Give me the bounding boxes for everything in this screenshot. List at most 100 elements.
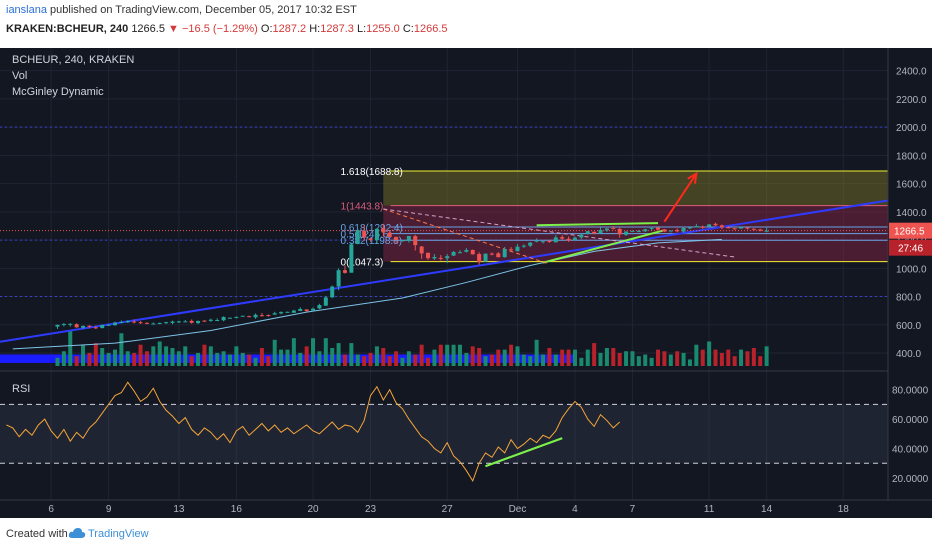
candle-body	[170, 321, 175, 323]
volume-bar	[662, 351, 667, 366]
price-tick-label: 400.0	[896, 349, 921, 360]
candle-body	[272, 313, 277, 315]
target-arrow-head	[687, 171, 698, 184]
volume-bar	[764, 346, 769, 366]
volume-bar	[521, 354, 526, 366]
candle-body	[362, 231, 367, 238]
volume-bar	[144, 351, 149, 366]
time-tick-label: 4	[572, 504, 578, 515]
tradingview-brand-link[interactable]: TradingView	[88, 528, 149, 540]
time-tick-label: 27	[442, 504, 454, 515]
author-link[interactable]: ianslana	[6, 4, 47, 16]
volume-bar	[100, 348, 105, 366]
volume-bar	[311, 338, 316, 366]
candle-body	[291, 310, 296, 313]
candle-body	[279, 312, 284, 314]
candle-body	[713, 223, 718, 226]
candle-body	[687, 227, 692, 229]
candle-body	[611, 228, 616, 230]
chart-axes: 2400.02200.02000.01800.01600.01400.01200…	[0, 48, 932, 518]
candle-body	[502, 249, 507, 258]
candle-body	[176, 321, 181, 323]
fib-level-label: 1.618(1688.8)	[341, 167, 403, 178]
candle-body	[707, 224, 712, 227]
candle-body	[406, 235, 411, 241]
volume-bar	[745, 351, 750, 366]
volume-bar	[394, 351, 399, 366]
volume-bar	[138, 344, 143, 366]
candle-body	[374, 228, 379, 241]
volume-bar	[406, 351, 411, 366]
candle-body	[566, 238, 571, 241]
volume-bar	[362, 356, 367, 366]
candle-body	[598, 229, 603, 234]
rsi-label: RSI	[12, 383, 30, 395]
volume-bar	[368, 352, 373, 366]
volume-bar	[713, 349, 718, 366]
volume-bar	[649, 357, 654, 366]
volume-bar	[566, 349, 571, 366]
time-tick-label: 6	[48, 504, 54, 515]
created-with-text: Created with	[6, 528, 68, 540]
volume-bar	[298, 352, 303, 366]
volume-bar	[496, 349, 501, 366]
candle-body	[432, 257, 437, 259]
candle-body	[61, 323, 66, 325]
candle-body	[215, 320, 220, 322]
price-change: −16.5 (−1.29%)	[181, 23, 258, 35]
candle-body	[739, 227, 744, 229]
volume-bar	[547, 348, 552, 366]
volume-bar	[349, 343, 354, 366]
volume-bar	[502, 349, 507, 366]
candle-body	[342, 270, 347, 273]
candle-body	[534, 240, 539, 242]
candle-body	[547, 240, 552, 242]
volume-bar	[477, 348, 482, 366]
volume-bar	[125, 351, 130, 366]
volume-bar	[419, 344, 424, 366]
green-rsi-top	[485, 437, 563, 468]
volume-bar	[259, 348, 264, 366]
time-tick-label: 11	[704, 504, 715, 515]
candle-body	[253, 314, 258, 318]
candle-body	[764, 230, 769, 232]
volume-bar	[719, 352, 724, 366]
legend-mcginley: McGinley Dynamic	[12, 86, 104, 98]
volume-bar	[560, 349, 565, 366]
candle-body	[323, 297, 328, 306]
candle-body	[93, 327, 98, 329]
volume-bar	[572, 349, 577, 366]
price-chart[interactable]: 1.618(1688.8)1(1443.8)0.618(1292.4)0.5(1…	[0, 48, 932, 518]
mcginley-dynamic	[12, 238, 722, 350]
volume-bar	[694, 344, 699, 366]
candle-body	[656, 227, 661, 230]
publish-line: ianslana published on TradingView.com, D…	[6, 4, 357, 16]
price-tick-label: 1400.0	[896, 208, 927, 219]
current-price-tag	[889, 222, 932, 239]
volume-bar	[68, 330, 73, 366]
candle-body	[234, 316, 239, 318]
volume-bar	[732, 356, 737, 366]
candle-body	[489, 253, 494, 255]
volume-bar	[413, 354, 418, 366]
volume-bar	[579, 357, 584, 366]
candle-body	[732, 228, 737, 230]
candle-body	[636, 231, 641, 233]
candle-body	[451, 251, 456, 256]
volume-bar	[151, 346, 156, 366]
candle-body	[630, 230, 635, 232]
candle-body	[719, 225, 724, 228]
candle-body	[285, 311, 290, 313]
candle-body	[336, 270, 341, 287]
volume-bar	[266, 356, 271, 366]
volume-bar	[74, 356, 79, 366]
volume-bar	[247, 354, 252, 366]
volume-bar	[355, 354, 360, 366]
rsi-band-fill	[0, 404, 888, 464]
symbol-name[interactable]: KRAKEN:BCHEUR, 240	[6, 23, 129, 35]
volume-bar	[387, 356, 392, 366]
volume-bar	[119, 333, 124, 366]
fib-level-label: 0.382(1198.8)	[341, 236, 403, 247]
candle-body	[157, 322, 162, 324]
rsi-line	[6, 381, 621, 483]
